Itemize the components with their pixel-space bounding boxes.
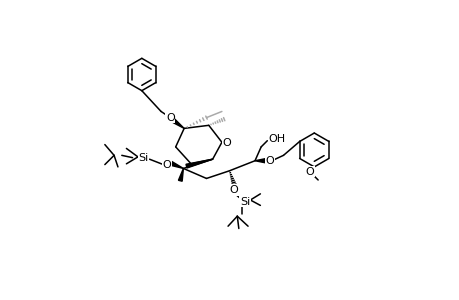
Text: OH: OH xyxy=(268,134,285,144)
Polygon shape xyxy=(169,161,183,168)
Text: Si: Si xyxy=(138,153,148,163)
Polygon shape xyxy=(178,168,183,181)
Text: O: O xyxy=(162,160,171,170)
Text: O: O xyxy=(265,156,274,166)
Text: O: O xyxy=(230,185,238,195)
Polygon shape xyxy=(254,159,265,163)
Polygon shape xyxy=(171,118,184,128)
Polygon shape xyxy=(185,159,212,168)
Text: O: O xyxy=(305,167,313,176)
Text: Si: Si xyxy=(239,196,250,206)
Text: O: O xyxy=(166,112,174,123)
Text: O: O xyxy=(222,138,230,148)
